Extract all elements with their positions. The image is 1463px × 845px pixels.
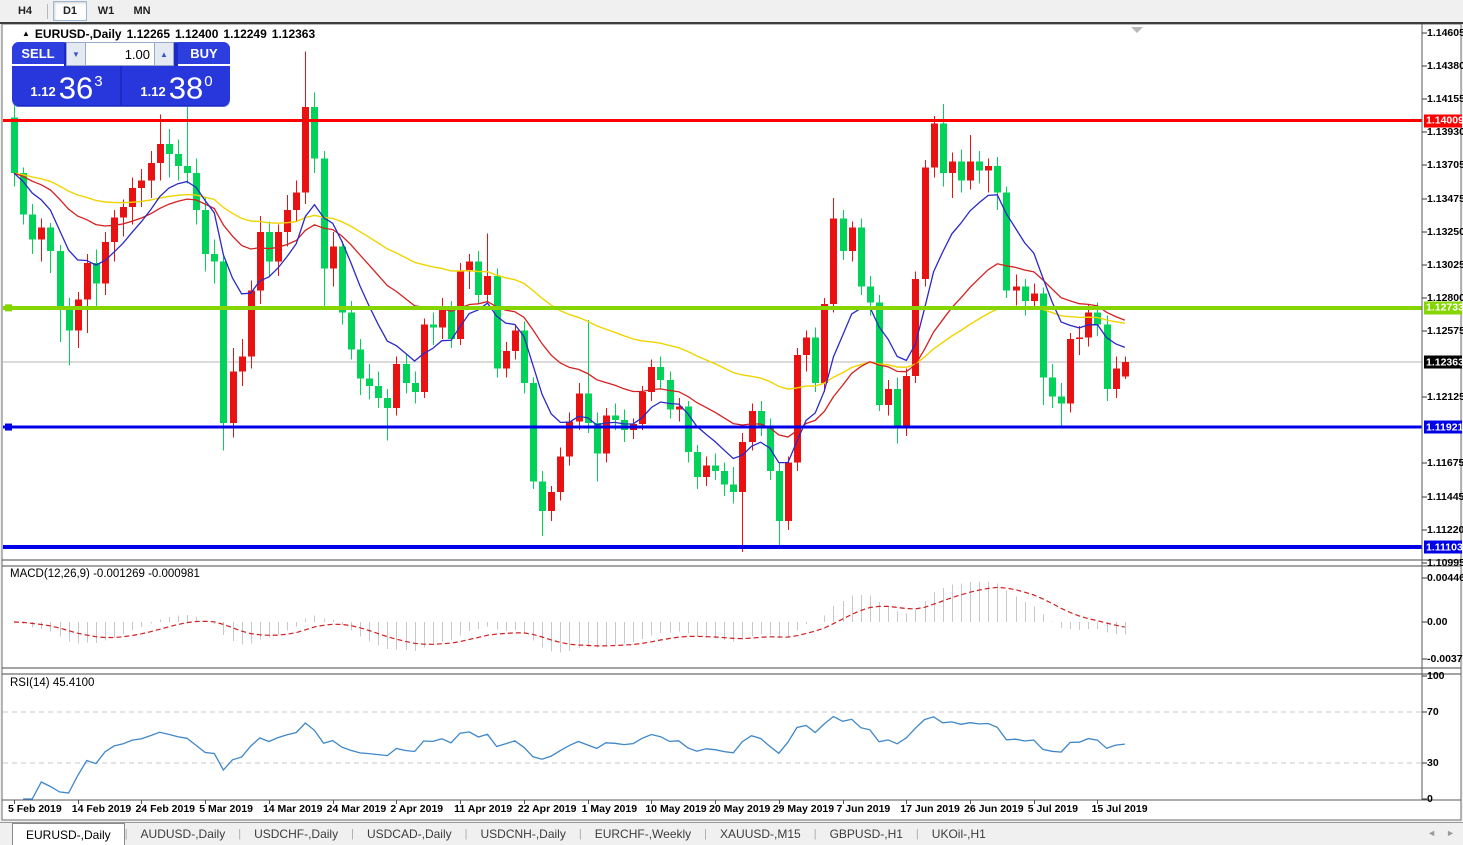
price-tick-label: 1.11675: [1427, 457, 1463, 470]
date-label: 11 Apr 2019: [454, 803, 513, 815]
price-tick-label: 1.13250: [1427, 225, 1463, 238]
tab-separator: |: [813, 828, 817, 840]
chart-tab-usdchf-daily[interactable]: USDCHF-,Daily: [254, 827, 339, 841]
price-tick-label: 1.14605: [1427, 27, 1463, 40]
timeframe-button-d1[interactable]: D1: [53, 1, 87, 21]
hline-drag-handle[interactable]: [5, 423, 12, 431]
price-tick-label: 1.12575: [1427, 325, 1463, 338]
tab-separator: |: [464, 828, 468, 840]
chart-tab-xauusd-m15[interactable]: XAUUSD-,M15: [720, 827, 801, 841]
date-label: 2 Apr 2019: [390, 803, 444, 815]
price-badge: 1.12733: [1424, 301, 1463, 315]
price-tick-label: 1.14155: [1427, 93, 1463, 106]
buy-button[interactable]: BUY: [178, 42, 230, 66]
date-label: 7 Jun 2019: [836, 803, 891, 815]
date-label: 5 Jul 2019: [1027, 803, 1078, 815]
date-label: 20 May 2019: [709, 803, 771, 815]
chart-tab-usdcad-daily[interactable]: USDCAD-,Daily: [366, 827, 452, 841]
macd-tick-label: 0.00: [1427, 616, 1448, 628]
tab-scroll-arrows: ◄ ►: [1427, 828, 1455, 838]
date-label: 24 Mar 2019: [326, 803, 387, 815]
sell-price-big: 363: [58, 70, 103, 105]
macd-pane-label: MACD(12,26,9) -0.001269 -0.000981: [10, 568, 200, 580]
tab-scroll-left-button[interactable]: ◄: [1427, 828, 1437, 838]
date-label: 1 May 2019: [581, 803, 638, 815]
price-badge: 1.12363: [1424, 355, 1463, 369]
sell-price-display[interactable]: 1.12 363: [12, 66, 120, 105]
one-click-trade-panel: SELL ▼ ▲ BUY 1.12 363 1.12 380: [12, 42, 230, 107]
tab-separator: |: [351, 828, 354, 840]
volume-increase-button[interactable]: ▲: [154, 42, 174, 66]
hline-drag-handle[interactable]: [5, 304, 12, 312]
chart-tab-audusd-daily[interactable]: AUDUSD-,Daily: [140, 827, 226, 841]
date-label: 5 Feb 2019: [8, 803, 62, 815]
date-label: 14 Feb 2019: [71, 803, 132, 815]
price-tick-label: 1.13475: [1427, 192, 1463, 205]
rsi-tick-label: 0: [1427, 793, 1433, 805]
buy-price-big: 380: [168, 70, 213, 105]
chart-tab-ukoil-h1[interactable]: UKOil-,H1: [931, 827, 986, 841]
chart-shift-marker-icon: [1131, 27, 1143, 33]
chart-title-row: ▲ EURUSD-,Daily 1.12265 1.12400 1.12249 …: [22, 27, 315, 41]
timeframe-button-w1[interactable]: W1: [97, 5, 115, 17]
sell-price-prefix: 1.12: [30, 84, 56, 99]
chart-tab-bar: EURUSD-,Daily | AUDUSD-,Daily | USDCHF-,Dail…: [0, 822, 1463, 845]
price-tick-label: 1.11220: [1427, 523, 1463, 536]
chart-tab-eurusd-daily[interactable]: EURUSD-,Daily: [12, 823, 125, 845]
rsi-tick-label: 70: [1427, 706, 1439, 718]
macd-tick-label: 0.004465: [1427, 571, 1463, 584]
timeframe-button-mn[interactable]: MN: [133, 5, 151, 17]
date-label: 17 Jun 2019: [900, 803, 960, 815]
date-label: 22 Apr 2019: [517, 803, 577, 815]
date-label: 14 Mar 2019: [262, 803, 323, 815]
tab-separator: |: [704, 828, 708, 840]
price-tick-label: 1.12800: [1427, 292, 1463, 304]
timeframe-toolbar: H4 D1 W1 MN: [0, 0, 1463, 22]
macd-tick-label: -0.003715: [1427, 652, 1463, 665]
volume-input[interactable]: [86, 42, 154, 66]
tab-scroll-right-button[interactable]: ►: [1446, 828, 1455, 838]
toolbar-separator: [47, 3, 48, 19]
tab-separator: |: [578, 828, 582, 840]
chart-symbol-period: EURUSD-,Daily: [34, 27, 122, 41]
chart-tab-eurchf-weekly[interactable]: EURCHF-,Weekly: [594, 827, 692, 841]
chart-high: 1.12400: [175, 27, 219, 41]
sell-button[interactable]: SELL: [12, 42, 64, 66]
tab-separator: |: [915, 828, 919, 840]
date-label: 5 Mar 2019: [199, 803, 253, 815]
timeframe-button-h4[interactable]: H4: [17, 5, 33, 17]
date-label: 29 May 2019: [772, 803, 835, 815]
price-tick-label: 1.13930: [1427, 126, 1463, 139]
date-label: 10 May 2019: [645, 803, 707, 815]
volume-decrease-button[interactable]: ▼: [66, 42, 86, 66]
chart-low: 1.12249: [223, 27, 267, 41]
rsi-tick-label: 30: [1427, 757, 1439, 769]
price-tick-label: 1.13705: [1427, 159, 1463, 172]
buy-price-display[interactable]: 1.12 380: [122, 66, 230, 105]
price-tick-label: 1.10995: [1427, 556, 1463, 569]
date-label: 26 Jun 2019: [964, 803, 1024, 815]
price-badge: 1.11103: [1424, 540, 1463, 554]
date-label: 24 Feb 2019: [135, 803, 196, 815]
price-tick-label: 1.13025: [1427, 258, 1463, 271]
collapse-trade-panel-icon[interactable]: ▲: [22, 28, 30, 38]
chart-close: 1.12363: [271, 27, 316, 41]
rsi-pane-label: RSI(14) 45.4100: [10, 677, 95, 689]
price-tick-label: 1.12125: [1427, 391, 1463, 404]
chart-tab-usdcnh-daily[interactable]: USDCNH-,Daily: [480, 827, 566, 841]
price-badge: 1.14009: [1424, 114, 1463, 128]
price-tick-label: 1.11445: [1427, 490, 1463, 503]
tab-separator: |: [124, 828, 128, 840]
tab-separator: |: [238, 828, 242, 840]
chart-tab-gbpusd-h1[interactable]: GBPUSD-,H1: [829, 827, 903, 841]
chart-open: 1.12265: [126, 27, 170, 41]
buy-price-prefix: 1.12: [140, 84, 166, 99]
price-badge: 1.11921: [1424, 420, 1463, 434]
date-label: 15 Jul 2019: [1091, 803, 1148, 815]
price-tick-label: 1.14380: [1427, 60, 1463, 73]
rsi-tick-label: 100: [1427, 670, 1445, 682]
